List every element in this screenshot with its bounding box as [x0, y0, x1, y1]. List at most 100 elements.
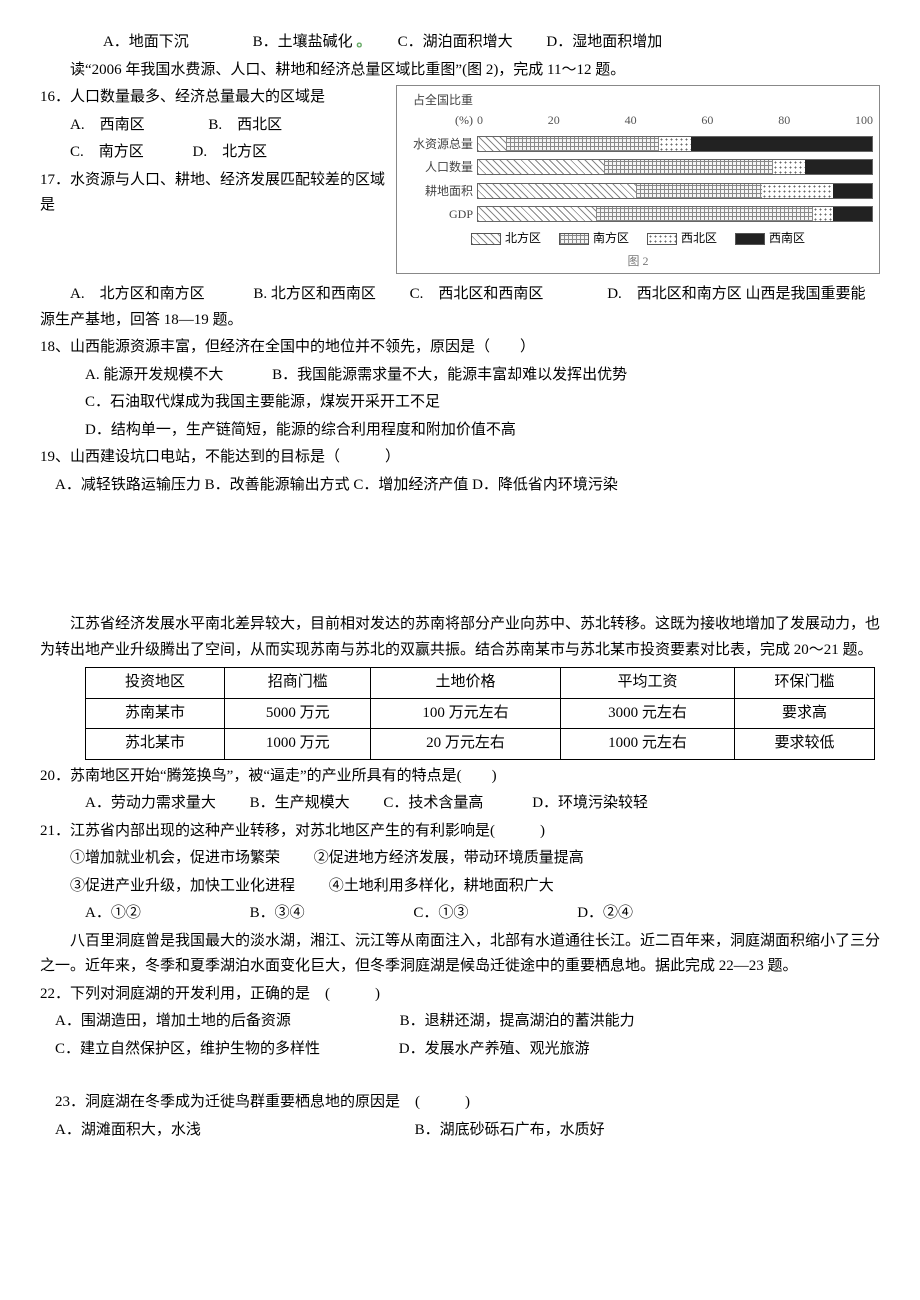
- opt-c: C．①③: [413, 905, 468, 921]
- opt-b: B．我国能源需求量不大，能源丰富却难以发挥出优势: [272, 367, 627, 383]
- bar-segment-south: [506, 137, 660, 151]
- tick: 80: [778, 110, 790, 130]
- opt-b: B．湖底砂砾石广布，水质好: [415, 1122, 605, 1138]
- bar-row: 耕地面积: [403, 181, 873, 201]
- bar-segment-sw: [805, 160, 872, 174]
- legend-sw: 西南区: [735, 228, 805, 248]
- legend-south: 南方区: [559, 228, 629, 248]
- stmt3: ③促进产业升级，加快工业化进程: [70, 878, 295, 894]
- td: 3000 元左右: [560, 698, 735, 729]
- legend-label: 北方区: [505, 228, 541, 248]
- bar-segment-nw: [659, 137, 691, 151]
- td: 20 万元左右: [371, 729, 560, 760]
- q21-s34: ③促进产业升级，加快工业化进程 ④土地利用多样化，耕地面积广大: [40, 874, 880, 900]
- td: 要求较低: [735, 729, 874, 760]
- opt-c: C．建立自然保护区，维护生物的多样性: [55, 1041, 320, 1057]
- q18-opt-c: C．石油取代煤成为我国主要能源，煤炭开采开工不足: [40, 390, 880, 416]
- bar-segment-north: [478, 207, 596, 221]
- bar-segment-sw: [833, 207, 872, 221]
- spacer: [40, 500, 880, 610]
- q18-opts-row1: A. 能源开发规模不大 B．我国能源需求量不大，能源丰富却难以发挥出优势: [40, 363, 880, 389]
- bar-segment-nw: [762, 184, 833, 198]
- table-header-row: 投资地区 招商门槛 土地价格 平均工资 环保门槛: [86, 668, 875, 699]
- tick: 100: [855, 110, 873, 130]
- bar-row: GDP: [403, 204, 873, 224]
- td: 要求高: [735, 698, 874, 729]
- q21-s12: ①增加就业机会，促进市场繁荣 ②促进地方经济发展，带动环境质量提高: [40, 846, 880, 872]
- region-proportion-chart: 占全国比重(%) 0 20 40 60 80 100 水资源总量人口数量耕地面积…: [396, 85, 880, 274]
- bar-segment-south: [636, 184, 762, 198]
- bar-segment-north: [478, 184, 636, 198]
- stacked-bar: [477, 159, 873, 175]
- opt-b: B. 西北区: [208, 117, 282, 133]
- chart-legend: 北方区 南方区 西北区 西南区: [403, 228, 873, 248]
- opt-d: D．发展水产养殖、观光旅游: [399, 1041, 590, 1057]
- bar-label: GDP: [403, 204, 477, 224]
- td: 100 万元左右: [371, 698, 560, 729]
- bar-segment-south: [604, 160, 773, 174]
- q20-stem: 20．苏南地区开始“腾笼换鸟”，被“逼走”的产业所具有的特点是( ): [40, 764, 880, 790]
- opt-b: B．③④: [250, 905, 305, 921]
- q23-stem: 23．洞庭湖在冬季成为迁徙鸟群重要栖息地的原因是 ( ): [40, 1090, 880, 1116]
- opt-a: A．劳动力需求量大: [85, 795, 216, 811]
- bar-row: 人口数量: [403, 157, 873, 177]
- stacked-bar: [477, 183, 873, 199]
- opt-a: A. 能源开发规模不大: [85, 367, 223, 383]
- tick: 40: [625, 110, 637, 130]
- th: 投资地区: [86, 668, 225, 699]
- q17-opts-and-intro: A. 北方区和南方区 B. 北方区和西南区 C. 西北区和西南区 D. 西北区和…: [40, 282, 880, 333]
- bar-row: 水资源总量: [403, 134, 873, 154]
- th: 平均工资: [560, 668, 735, 699]
- spacer: [40, 1064, 880, 1088]
- stacked-bar: [477, 136, 873, 152]
- intro-11-12: 读“2006 年我国水费源、人口、耕地和经济总量区域比重图”(图 2)，完成 1…: [40, 58, 880, 84]
- bar-segment-sw: [691, 137, 872, 151]
- opt-d: D．湿地面积增加: [546, 34, 662, 50]
- opt-c: C. 西北区和西南区: [410, 286, 544, 302]
- opt-d: D. 北方区: [193, 144, 268, 160]
- opt-c: C．湖泊面积增大: [398, 34, 513, 50]
- bar-label: 水资源总量: [403, 134, 477, 154]
- opt-a: A．①②: [85, 905, 141, 921]
- opt-b: B. 北方区和西南区: [253, 286, 376, 302]
- opt-b: B．生产规模大: [250, 795, 350, 811]
- swatch-icon: [647, 233, 677, 245]
- bar-segment-sw: [833, 184, 872, 198]
- bar-segment-nw: [773, 160, 805, 174]
- td: 1000 元左右: [560, 729, 735, 760]
- q21-options: A．①② B．③④ C．①③ D．②④: [40, 901, 880, 927]
- opt-a: A. 北方区和南方区: [70, 286, 205, 302]
- stmt1: ①增加就业机会，促进市场繁荣: [70, 850, 280, 866]
- intro-22-23: 八百里洞庭曾是我国最大的淡水湖，湘江、沅江等从南面注入，北部有水道通往长江。近二…: [40, 929, 880, 980]
- q22-stem: 22．下列对洞庭湖的开发利用，正确的是 ( ): [40, 982, 880, 1008]
- axis-label: 占全国比重(%): [403, 90, 477, 131]
- opt-d: D．②④: [577, 905, 633, 921]
- bar-label: 耕地面积: [403, 181, 477, 201]
- stmt2: ②促进地方经济发展，带动环境质量提高: [314, 850, 584, 866]
- tick: 60: [701, 110, 713, 130]
- intro-20-21: 江苏省经济发展水平南北差异较大，目前相对发达的苏南将部分产业向苏中、苏北转移。这…: [40, 612, 880, 663]
- q23-stem-text: 23．洞庭湖在冬季成为迁徙鸟群重要栖息地的原因是 ( ): [55, 1094, 470, 1110]
- opt-a: A．地面下沉: [103, 34, 189, 50]
- th: 土地价格: [371, 668, 560, 699]
- indent: [40, 34, 100, 50]
- td: 5000 万元: [225, 698, 371, 729]
- chart-axis: 占全国比重(%) 0 20 40 60 80 100: [403, 90, 873, 131]
- q19-stem: 19、山西建设坑口电站，不能达到的目标是（ ）: [40, 445, 880, 471]
- swatch-icon: [471, 233, 501, 245]
- td: 1000 万元: [225, 729, 371, 760]
- opt-d: D. 西北区和南方区: [607, 286, 742, 302]
- td: 苏南某市: [86, 698, 225, 729]
- table-row: 苏北某市 1000 万元 20 万元左右 1000 元左右 要求较低: [86, 729, 875, 760]
- opt-a: A．围湖造田，增加土地的后备资源: [55, 1013, 291, 1029]
- legend-north: 北方区: [471, 228, 541, 248]
- legend-label: 西南区: [769, 228, 805, 248]
- marker-dot-icon: 。: [356, 34, 364, 50]
- stmt4: ④土地利用多样化，耕地面积广大: [329, 878, 554, 894]
- legend-nw: 西北区: [647, 228, 717, 248]
- opt-c: C. 南方区: [70, 144, 144, 160]
- th: 招商门槛: [225, 668, 371, 699]
- bar-segment-north: [478, 137, 506, 151]
- q20-options: A．劳动力需求量大 B．生产规模大 C．技术含量高 D．环境污染较轻: [40, 791, 880, 817]
- opt-a: A．湖滩面积大，水浅: [55, 1122, 201, 1138]
